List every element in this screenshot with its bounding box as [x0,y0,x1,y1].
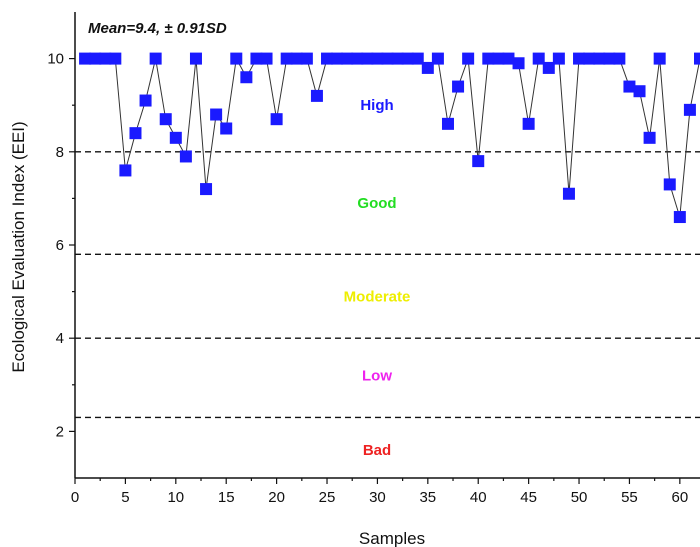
data-point [492,52,505,65]
data-point [331,52,344,65]
y-axis-title: Ecological Evaluation Index (EEI) [9,121,28,372]
data-point [200,183,213,196]
data-point [179,150,192,163]
data-point [119,164,132,177]
series [79,52,700,224]
data-point [421,61,434,74]
data-point [250,52,263,65]
data-point [220,122,233,135]
data-point [472,155,485,168]
x-tick-label: 25 [319,489,336,506]
data-point [290,52,303,65]
data-point [562,187,575,200]
mean-annotation: Mean=9.4, ± 0.91SD [88,20,227,37]
x-tick-label: 45 [520,489,537,506]
data-point [522,117,535,130]
data-point [300,52,313,65]
x-tick-label: 15 [218,489,235,506]
data-point [411,52,424,65]
y-tick-label: 4 [56,330,64,347]
data-point [613,52,626,65]
zone-label-low: Low [362,367,392,384]
x-tick-label: 35 [419,489,436,506]
data-point [643,131,656,144]
zone-label-high: High [360,97,393,114]
zone-label-good: Good [357,195,396,212]
data-point [321,52,334,65]
x-tick-label: 20 [268,489,285,506]
data-point [129,127,142,140]
data-point [270,113,283,126]
data-point [99,52,112,65]
data-point [603,52,616,65]
data-point [371,52,384,65]
data-point [361,52,374,65]
data-point [391,52,404,65]
data-point [240,71,253,84]
data-point [431,52,444,65]
data-point [310,89,323,102]
data-point [462,52,475,65]
data-point [502,52,515,65]
data-point [210,108,223,121]
data-point [280,52,293,65]
zone-labels: High Good Moderate Low Bad [344,97,411,459]
x-tick-label: 0 [71,489,79,506]
data-point [593,52,606,65]
y-tick-label: 8 [56,144,64,161]
x-tick-label: 50 [571,489,588,506]
data-point [351,52,364,65]
data-point [260,52,273,65]
data-point [401,52,414,65]
x-axis-title: Samples [359,529,425,547]
y-tick-label: 2 [56,423,64,440]
data-point [623,80,636,93]
data-point [381,52,394,65]
data-point [683,103,696,116]
data-point [573,52,586,65]
data-point [552,52,565,65]
data-point [542,61,555,74]
data-point [663,178,676,191]
y-tick-label: 10 [47,51,64,68]
data-point [149,52,162,65]
x-tick-label: 55 [621,489,638,506]
x-tick-label: 10 [167,489,184,506]
data-point [169,131,182,144]
zone-label-moderate: Moderate [344,288,411,305]
x-tick-label: 5 [121,489,129,506]
data-point [633,85,646,98]
data-point [452,80,465,93]
x-tick-label: 30 [369,489,386,506]
data-point [341,52,354,65]
data-point [159,113,172,126]
data-point [583,52,596,65]
data-point [189,52,202,65]
data-point [512,57,525,70]
data-point [109,52,122,65]
data-point [441,117,454,130]
data-point [230,52,243,65]
data-point [653,52,666,65]
data-point [694,52,700,65]
data-point [139,94,152,107]
data-point [673,211,686,224]
data-point [532,52,545,65]
axes: 2 4 6 8 10 0 5 10 15 20 25 30 35 40 45 50 55 60 [47,12,700,506]
data-point [79,52,92,65]
zone-label-bad: Bad [363,442,391,459]
y-tick-label: 6 [56,237,64,254]
data-point [89,52,102,65]
zone-boundaries [75,151,700,419]
data-point [482,52,495,65]
x-tick-label: 60 [671,489,688,506]
x-tick-label: 40 [470,489,487,506]
